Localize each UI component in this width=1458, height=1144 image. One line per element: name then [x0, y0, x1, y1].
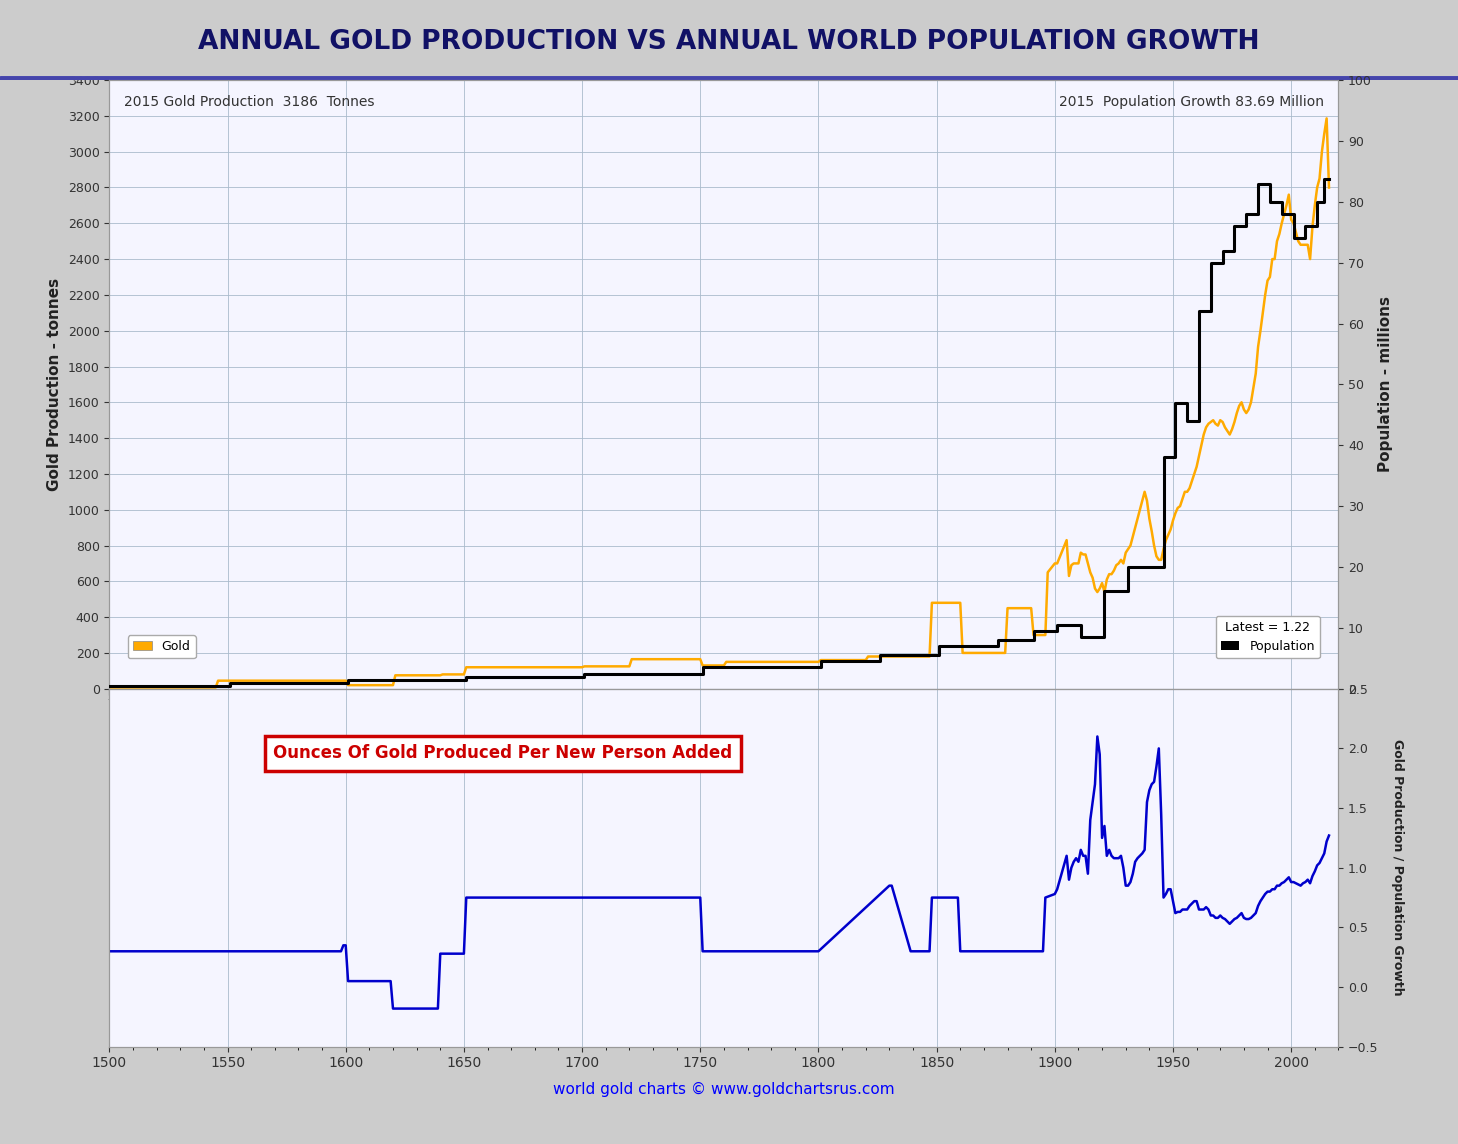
- Bar: [0, 78, 1458, 79]
- Bar: [0, 77, 1458, 79]
- Bar: [0, 77, 1458, 79]
- Bar: [0, 78, 1458, 79]
- Bar: [0, 78, 1458, 80]
- Text: Ounces Of Gold Produced Per New Person Added: Ounces Of Gold Produced Per New Person A…: [273, 745, 732, 762]
- Bar: [0, 77, 1458, 79]
- Bar: [0, 77, 1458, 79]
- Legend: Population: Population: [1216, 615, 1319, 658]
- Bar: [0, 78, 1458, 80]
- Bar: [0, 77, 1458, 79]
- Bar: [0, 78, 1458, 80]
- Bar: [0, 77, 1458, 79]
- Bar: [0, 79, 1458, 80]
- Text: 2015  Population Growth 83.69 Million: 2015 Population Growth 83.69 Million: [1059, 95, 1324, 110]
- Bar: [0, 78, 1458, 79]
- Bar: [0, 78, 1458, 79]
- Bar: [0, 78, 1458, 80]
- Bar: [0, 79, 1458, 80]
- Bar: [0, 78, 1458, 79]
- Bar: [0, 77, 1458, 79]
- Bar: [0, 78, 1458, 79]
- Bar: [0, 77, 1458, 79]
- Bar: [0, 78, 1458, 79]
- Bar: [0, 78, 1458, 79]
- Bar: [0, 77, 1458, 79]
- Text: 2015 Gold Production  3186  Tonnes: 2015 Gold Production 3186 Tonnes: [124, 95, 375, 110]
- Bar: [0, 78, 1458, 80]
- Bar: [0, 78, 1458, 79]
- Bar: [0, 78, 1458, 80]
- Bar: [0, 78, 1458, 80]
- Y-axis label: Population - millions: Population - millions: [1378, 296, 1392, 472]
- Bar: [0, 78, 1458, 80]
- Bar: [0, 78, 1458, 80]
- Y-axis label: Gold Production / Population Growth: Gold Production / Population Growth: [1391, 739, 1404, 996]
- Bar: [0, 78, 1458, 80]
- Bar: [0, 78, 1458, 79]
- Text: ANNUAL GOLD PRODUCTION VS ANNUAL WORLD POPULATION GROWTH: ANNUAL GOLD PRODUCTION VS ANNUAL WORLD P…: [198, 29, 1260, 55]
- Bar: [0, 78, 1458, 79]
- Bar: [0, 78, 1458, 80]
- Bar: [0, 79, 1458, 80]
- Bar: [0, 78, 1458, 79]
- Bar: [0, 78, 1458, 80]
- X-axis label: world gold charts © www.goldchartsrus.com: world gold charts © www.goldchartsrus.co…: [553, 1081, 895, 1097]
- Bar: [0, 78, 1458, 79]
- Bar: [0, 78, 1458, 79]
- Bar: [0, 78, 1458, 79]
- Bar: [0, 78, 1458, 79]
- Bar: [0, 78, 1458, 79]
- Bar: [0, 78, 1458, 79]
- Bar: [0, 78, 1458, 79]
- Bar: [0, 78, 1458, 79]
- Bar: [0, 79, 1458, 80]
- Bar: [0, 78, 1458, 79]
- Bar: [0, 78, 1458, 79]
- Y-axis label: Gold Production - tonnes: Gold Production - tonnes: [47, 278, 63, 491]
- Bar: [0, 78, 1458, 80]
- Bar: [0, 78, 1458, 80]
- Legend: Gold: Gold: [128, 635, 195, 658]
- Bar: [0, 77, 1458, 79]
